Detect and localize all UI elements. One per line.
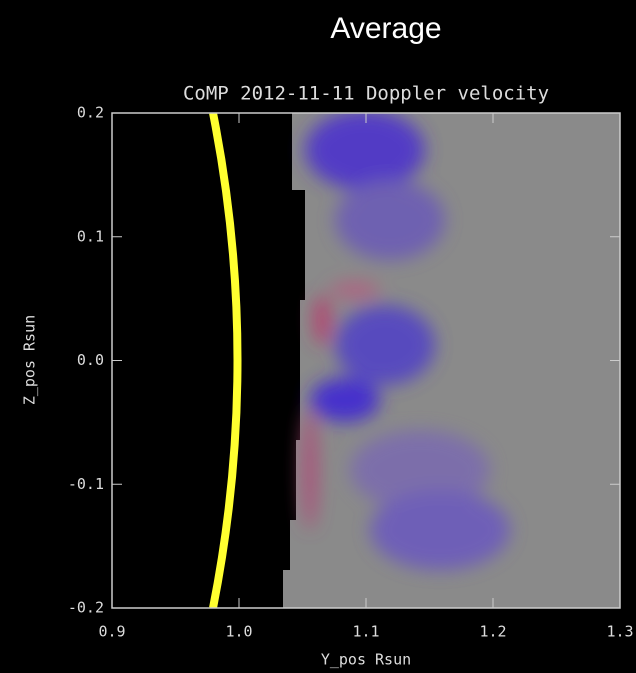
x-tick-label: 1.2 xyxy=(479,623,506,641)
doppler-image xyxy=(112,113,620,608)
x-tick-label: 1.3 xyxy=(606,623,633,641)
y-tick-label: 0.2 xyxy=(77,104,104,122)
y-axis-label: Z_pos Rsun xyxy=(21,315,39,405)
y-tick-label: -0.1 xyxy=(68,475,104,493)
x-tick-label: 0.9 xyxy=(98,623,125,641)
y-tick-label: 0.0 xyxy=(77,351,104,369)
x-tick-label: 1.1 xyxy=(352,623,379,641)
y-tick-label: -0.2 xyxy=(68,599,104,617)
y-tick-label: 0.1 xyxy=(77,227,104,245)
header: Average xyxy=(330,12,441,45)
chart-title: CoMP 2012-11-11 Doppler velocity xyxy=(183,83,549,105)
x-axis-label: Y_pos Rsun xyxy=(321,651,411,669)
x-tick-label: 1.0 xyxy=(225,623,252,641)
